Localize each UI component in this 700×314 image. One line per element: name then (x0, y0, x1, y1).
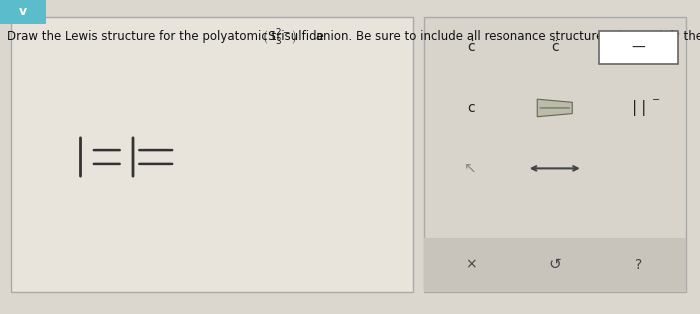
Text: $\left(\mathregular{S}_3^{2-}\right)$: $\left(\mathregular{S}_3^{2-}\right)$ (262, 28, 298, 48)
Text: ↺: ↺ (548, 257, 561, 272)
Bar (424, 238, 686, 292)
Text: —: — (632, 41, 645, 55)
Text: ċ: ċ (467, 41, 475, 55)
Text: c̈: c̈ (551, 41, 559, 55)
Polygon shape (538, 99, 573, 117)
Bar (0, 0, 46, 24)
Text: ||: || (629, 100, 648, 116)
Bar (599, 31, 678, 64)
Text: anion. Be sure to include all resonance structures that satisfy the octet rule.: anion. Be sure to include all resonance … (312, 30, 700, 43)
Text: Draw the Lewis structure for the polyatomic trisulfide: Draw the Lewis structure for the polyato… (7, 30, 328, 43)
Text: ↖: ↖ (464, 161, 477, 176)
Bar (424, 17, 686, 292)
Bar (10, 17, 413, 292)
Text: −: − (652, 95, 660, 105)
Text: c: c (467, 101, 475, 115)
Text: ×: × (465, 258, 477, 272)
Text: v: v (19, 5, 27, 18)
Text: ?: ? (635, 258, 643, 272)
